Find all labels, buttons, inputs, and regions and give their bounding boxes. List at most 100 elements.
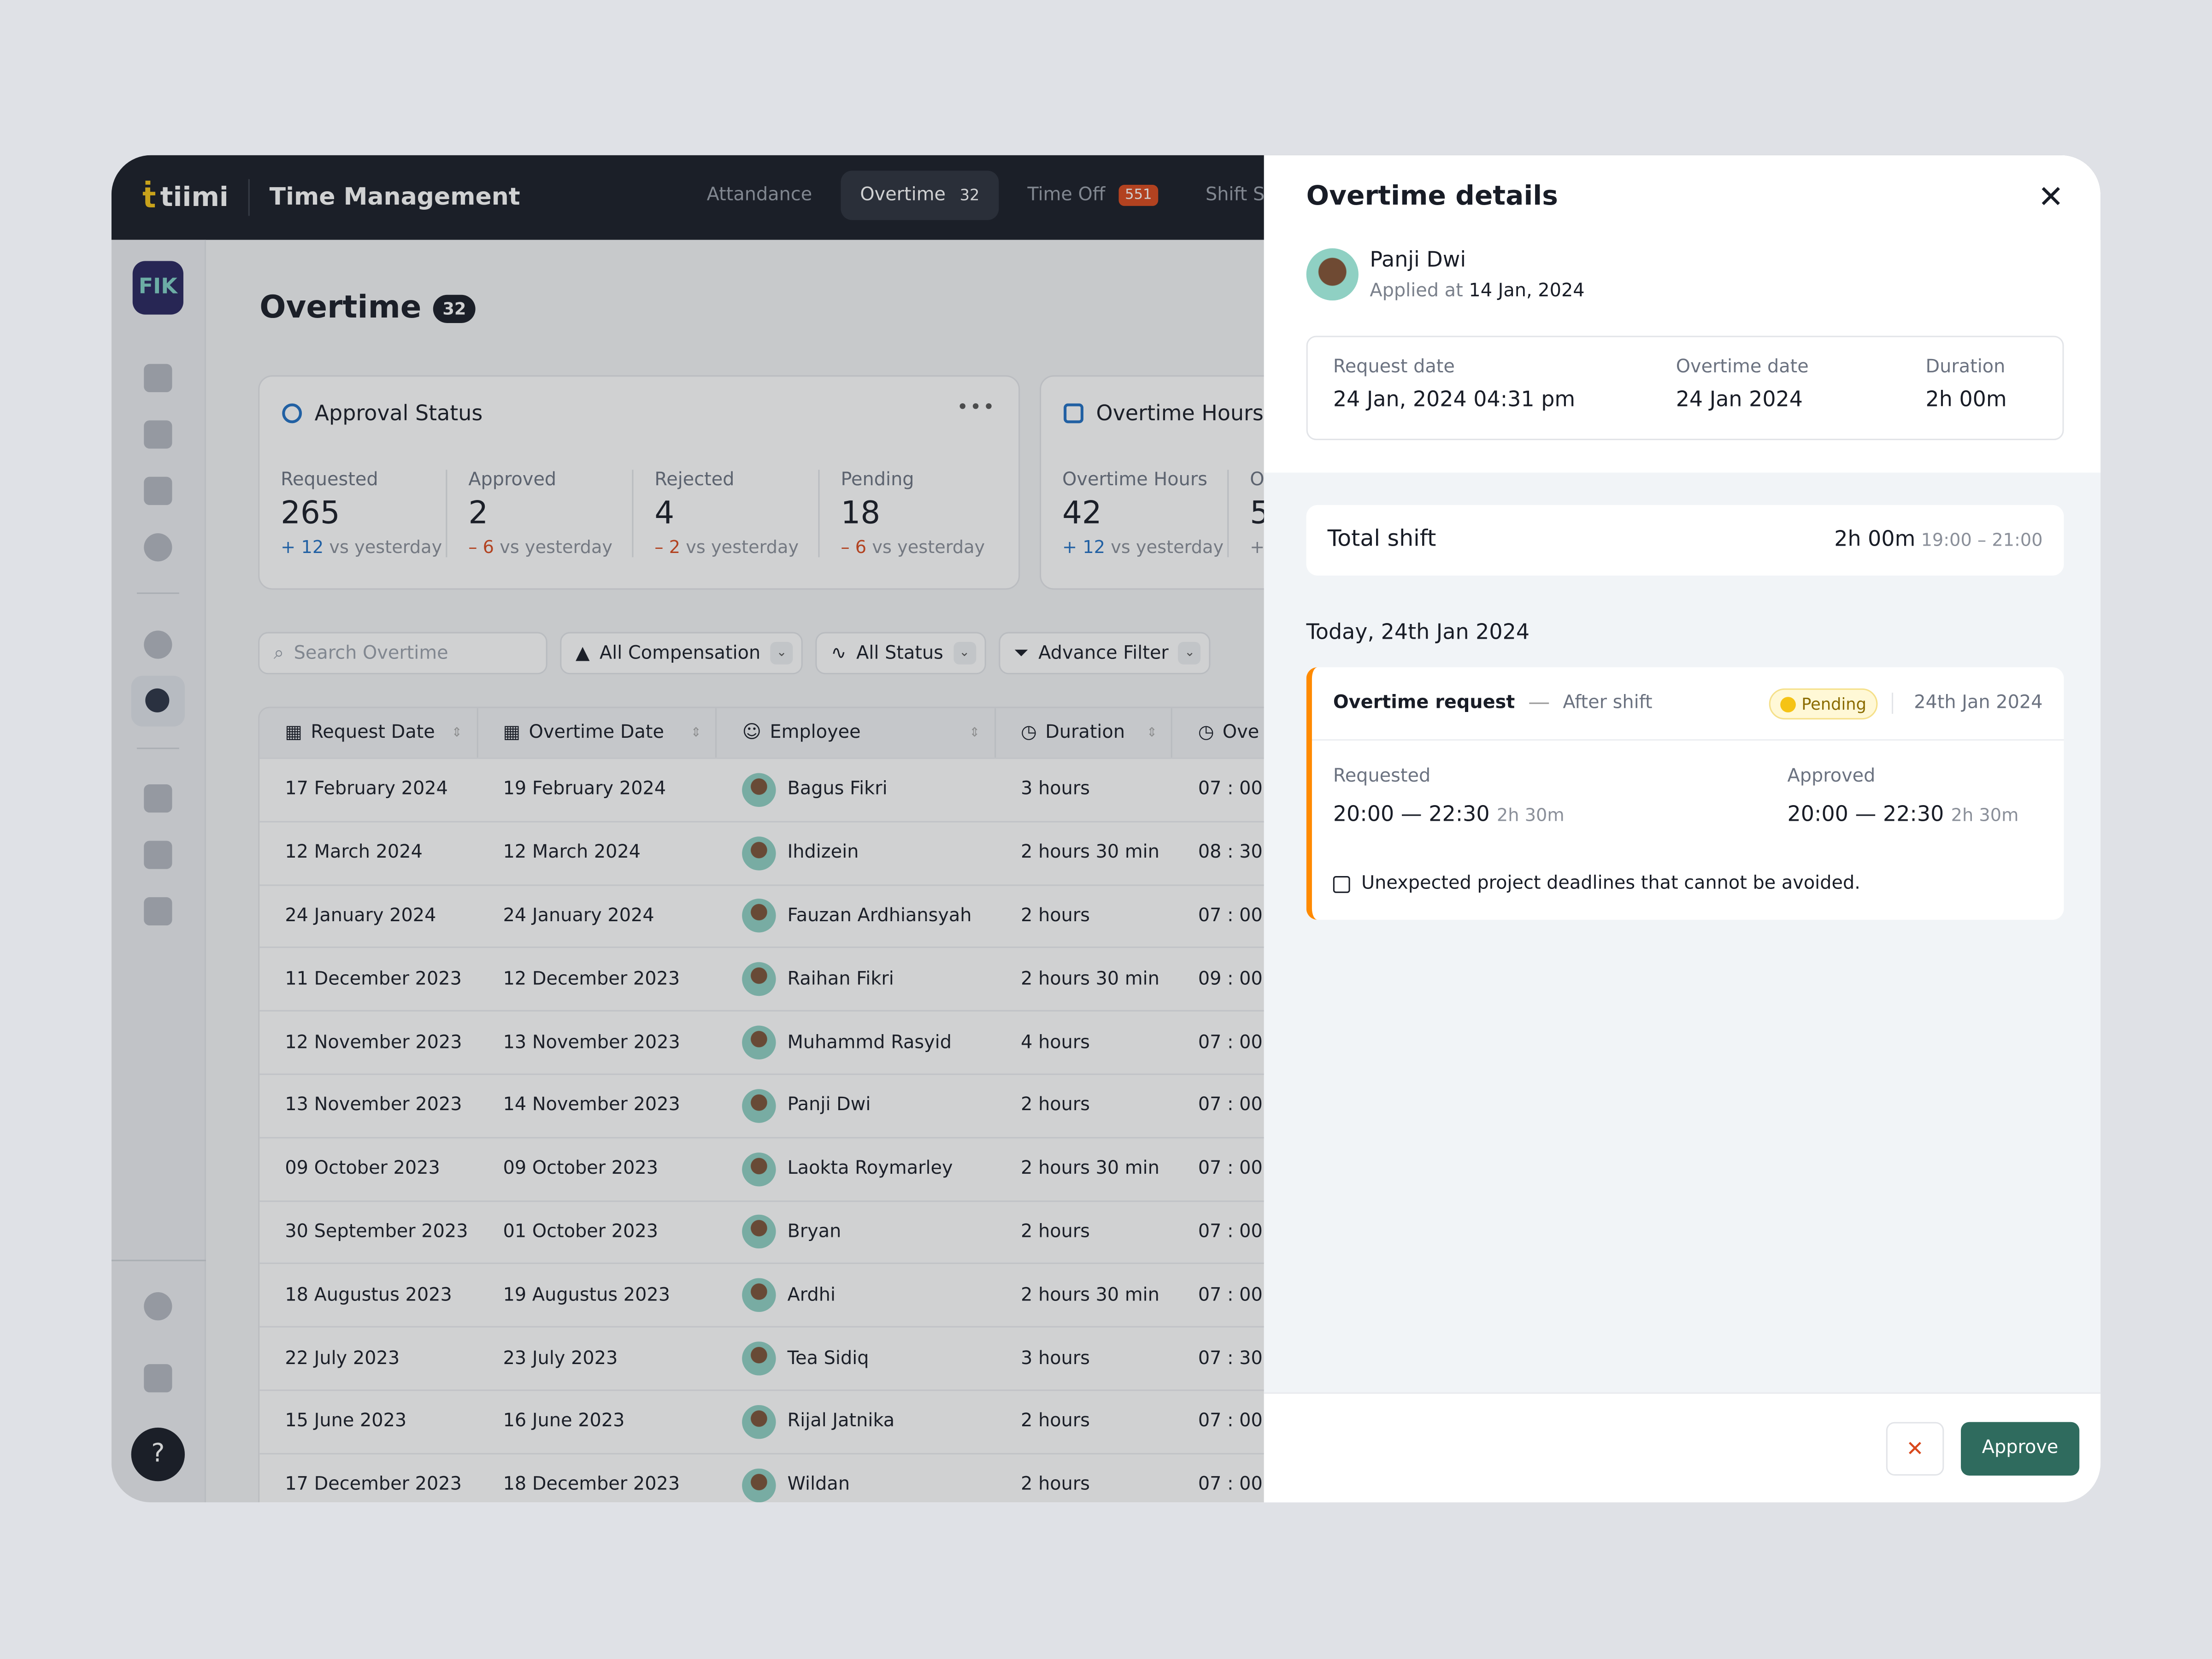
gear-icon[interactable] — [144, 1292, 172, 1321]
clock-settings-icon[interactable] — [131, 676, 185, 727]
column-header[interactable]: ☺ Employee ⇕ — [717, 708, 996, 758]
status-dropdown[interactable]: ∿ All Status ⌄ — [815, 632, 986, 675]
total-shift-card: Total shift 2h 00m 19:00 – 21:00 — [1306, 505, 2064, 576]
stat-delta: – 6 vs yesterday — [841, 536, 985, 558]
table-cell: 14 November 2023 — [503, 1095, 680, 1117]
org-logo[interactable]: FIK — [132, 261, 183, 315]
column-label: Request Date — [311, 722, 435, 744]
dropdown-label: All Compensation — [600, 642, 761, 664]
delta-value: 6 — [855, 536, 867, 558]
employee-name: Ardhi — [787, 1285, 836, 1306]
compensation-dropdown[interactable]: ▲ All Compensation ⌄ — [560, 632, 803, 675]
tab-time-off[interactable]: Time Off 551 — [1008, 171, 1177, 220]
table-cell: 2 hours 30 min — [1021, 969, 1159, 990]
status-text: Pending — [1801, 694, 1866, 714]
tab-overtime[interactable]: Overtime 32 — [840, 171, 1000, 220]
money-icon[interactable] — [144, 784, 172, 813]
report-icon[interactable] — [144, 897, 172, 926]
avatar — [742, 773, 777, 807]
chat-icon[interactable] — [144, 477, 172, 505]
avatar — [742, 1088, 777, 1123]
advance-filter-dropdown[interactable]: ⏷ Advance Filter ⌄ — [998, 632, 1211, 675]
delta-sign: + — [1062, 536, 1077, 558]
dropdown-label: All Status — [856, 642, 943, 664]
table-cell: 07 : 00 — [1198, 906, 1263, 927]
table-row[interactable]: 18 Augustus 2023 19 Augustus 2023 Ardhi 2 h… — [259, 1265, 1329, 1328]
table-row[interactable]: 30 September 2023 01 October 2023 Bryan 2 h… — [259, 1201, 1329, 1265]
applied-label: Applied at — [1370, 281, 1463, 302]
column-icon: ◷ — [1198, 722, 1214, 744]
table-row[interactable]: 13 November 2023 14 November 2023 Panji Dw… — [259, 1075, 1329, 1138]
table-row[interactable]: 24 January 2024 24 January 2024 Fauzan Ard… — [259, 885, 1329, 949]
logo[interactable]: ṫ tiimi — [142, 181, 229, 214]
help-button[interactable]: ? — [131, 1427, 185, 1482]
avatar — [742, 1215, 777, 1249]
building-icon[interactable] — [144, 841, 172, 869]
employee-cell: Bagus Fikri — [717, 773, 995, 807]
page-count-badge: 32 — [432, 294, 476, 323]
sort-icon[interactable]: ⇕ — [690, 725, 701, 740]
employee-cell: Laokta Roymarley — [717, 1152, 995, 1186]
avatar — [742, 836, 777, 870]
search-input[interactable]: ⌕ Search Overtime — [258, 632, 547, 675]
column-header[interactable]: ◷ Duration ⇕ — [995, 708, 1173, 758]
close-icon[interactable]: ✕ — [2038, 180, 2064, 216]
employee-name: Bagus Fikri — [787, 779, 888, 800]
reject-button[interactable]: ✕ — [1886, 1422, 1944, 1476]
search-user-icon[interactable] — [144, 533, 172, 562]
calendar-icon[interactable] — [144, 420, 172, 449]
employee-name: Fauzan Ardhiansyah — [787, 906, 972, 927]
search-icon: ⌕ — [273, 642, 284, 664]
sort-icon[interactable]: ⇕ — [969, 725, 980, 740]
employee-name: Tea Sidiq — [787, 1348, 869, 1370]
table-cell: 08 : 30 — [1198, 842, 1263, 864]
table-row[interactable]: 17 February 2024 19 February 2024 Bagus Fi… — [259, 759, 1329, 823]
chevron-down-icon: ⌄ — [770, 641, 793, 665]
table-row[interactable]: 12 November 2023 13 November 2023 Muhammd … — [259, 1012, 1329, 1075]
clock-icon — [1780, 696, 1796, 712]
request-date-label: Request date — [1333, 357, 1455, 378]
logo-text: tiimi — [160, 182, 229, 213]
tab-label: Time Off — [1027, 185, 1106, 206]
table-cell: 18 December 2023 — [503, 1474, 680, 1496]
table-cell: 2 hours — [1021, 1221, 1090, 1243]
total-shift-label: Total shift — [1327, 524, 1436, 552]
tab-attendance[interactable]: Attandance — [687, 171, 832, 220]
user-icon[interactable] — [144, 630, 172, 659]
avatar — [742, 1025, 777, 1060]
table-row[interactable]: 15 June 2023 16 June 2023 Rijal Jatnika 2 h… — [259, 1391, 1329, 1454]
table-cell: 2 hours — [1021, 1474, 1090, 1496]
modal-backdrop[interactable] — [111, 155, 1264, 1503]
table-cell: 07 : 00 — [1198, 1158, 1263, 1180]
column-icon: ▦ — [285, 722, 303, 744]
table-cell: 07 : 30 — [1198, 1348, 1263, 1370]
approved-time: 20:00 — 22:30 2h 30m — [1788, 801, 2019, 827]
sort-icon[interactable]: ⇕ — [1146, 725, 1158, 740]
sort-icon[interactable]: ⇕ — [451, 725, 462, 740]
table-row[interactable]: 17 December 2023 18 December 2023 Wildan 2 … — [259, 1454, 1329, 1502]
table-row[interactable]: 12 March 2024 12 March 2024 Ihdizein 2 hour… — [259, 822, 1329, 886]
request-type: After shift — [1563, 693, 1653, 714]
avatar — [742, 1152, 777, 1186]
delta-value: 12 — [301, 536, 324, 558]
more-options-icon[interactable]: ••• — [957, 396, 996, 419]
employee-cell: Bryan — [717, 1215, 995, 1249]
home-icon[interactable] — [144, 364, 172, 393]
table-cell: 12 November 2023 — [285, 1032, 462, 1053]
column-header[interactable]: ▦ Request Date ⇕ — [259, 708, 478, 758]
app-title: Time Management — [269, 183, 520, 212]
feedback-icon[interactable] — [144, 1364, 172, 1393]
employee-cell: Panji Dwi — [717, 1088, 995, 1123]
table-row[interactable]: 09 October 2023 09 October 2023 Laokta Roy… — [259, 1138, 1329, 1201]
stat-requested: Requested 265 + 12 vs yesterday — [259, 470, 446, 557]
tab-label: Overtime — [860, 185, 946, 206]
table-row[interactable]: 11 December 2023 12 December 2023 Raihan F… — [259, 948, 1329, 1012]
stat-overtime-hours: Overtime Hours 42 + 12 vs yesterday — [1041, 470, 1227, 557]
approve-button[interactable]: Approve — [1961, 1422, 2080, 1476]
request-title: Overtime request — [1333, 693, 1515, 714]
column-header[interactable]: ▦ Overtime Date ⇕ — [478, 708, 717, 758]
divider — [136, 747, 179, 749]
table-row[interactable]: 22 July 2023 23 July 2023 Tea Sidiq 3 hours… — [259, 1328, 1329, 1391]
status-badge: Pending — [1769, 688, 1878, 720]
avatar — [1306, 248, 1359, 301]
